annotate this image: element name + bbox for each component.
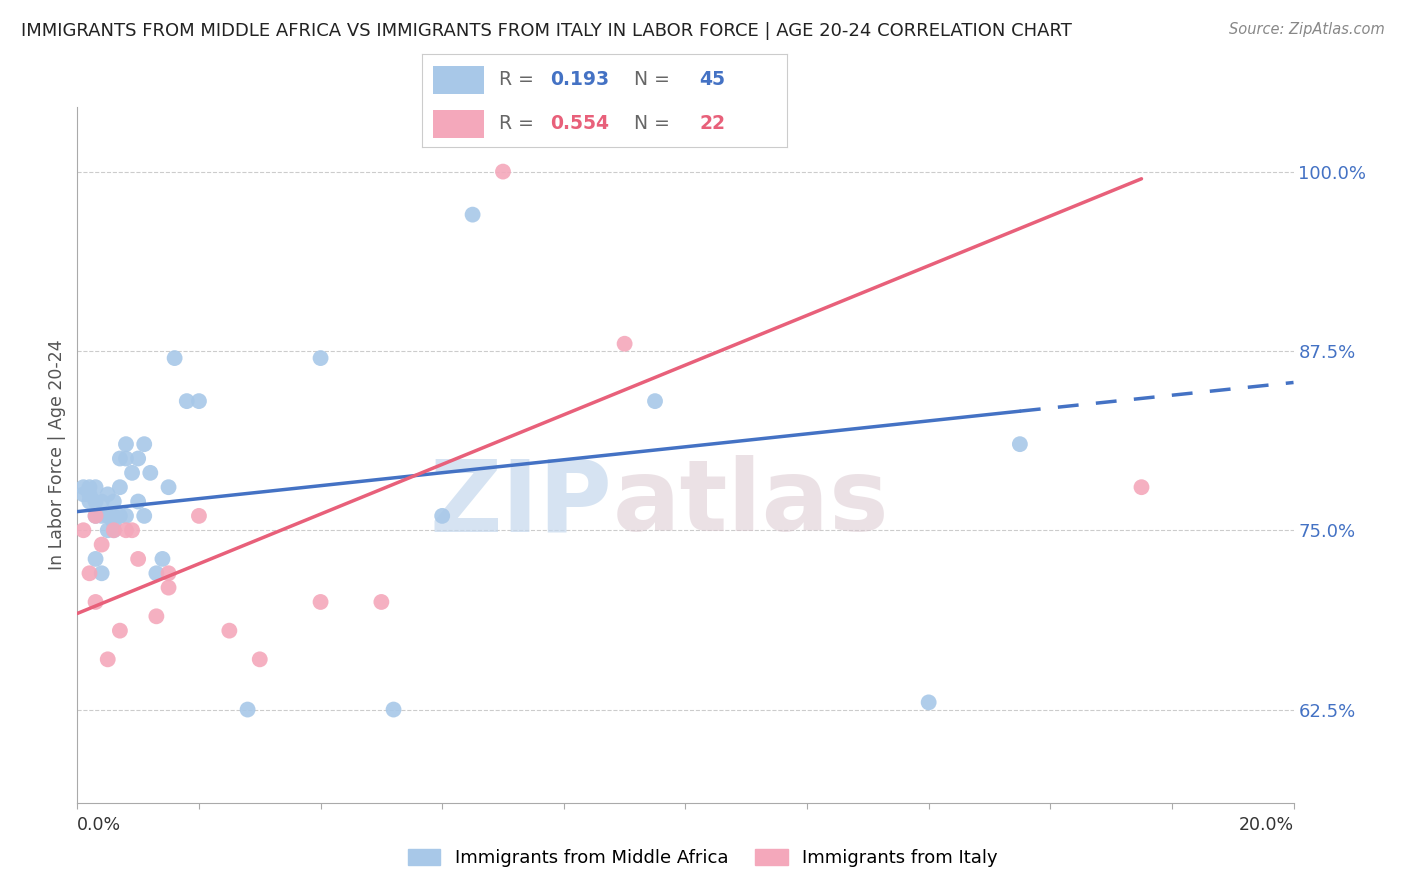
Point xyxy=(103,516,125,530)
Point xyxy=(115,437,138,451)
Point xyxy=(84,480,107,494)
Point xyxy=(127,552,149,566)
Point xyxy=(157,480,180,494)
Point xyxy=(218,624,240,638)
Bar xyxy=(433,66,484,94)
Point xyxy=(72,487,94,501)
Point xyxy=(90,566,112,581)
Point xyxy=(461,208,484,222)
Point xyxy=(103,494,125,508)
Point xyxy=(103,523,125,537)
Text: ZIP: ZIP xyxy=(430,455,613,552)
Point xyxy=(108,508,131,523)
Point xyxy=(121,523,143,537)
Point xyxy=(370,595,392,609)
Point xyxy=(188,508,211,523)
Point xyxy=(79,487,101,501)
Point xyxy=(108,480,131,494)
Bar xyxy=(433,110,484,138)
Point xyxy=(97,652,120,666)
Point xyxy=(145,566,167,581)
Point xyxy=(108,624,131,638)
Point xyxy=(157,581,180,595)
Y-axis label: In Labor Force | Age 20-24: In Labor Force | Age 20-24 xyxy=(48,340,66,570)
Point xyxy=(115,451,138,466)
Point xyxy=(492,164,515,178)
Point xyxy=(176,394,198,409)
Text: 45: 45 xyxy=(700,70,725,89)
Point xyxy=(613,336,636,351)
Point xyxy=(188,394,211,409)
Point xyxy=(152,552,174,566)
Point xyxy=(249,652,271,666)
Point xyxy=(72,523,94,537)
Point xyxy=(97,523,120,537)
Point xyxy=(115,508,138,523)
Point xyxy=(103,523,125,537)
Point xyxy=(84,494,107,508)
Text: 22: 22 xyxy=(700,114,725,133)
Point xyxy=(90,538,112,552)
Point xyxy=(1008,437,1031,451)
Point xyxy=(134,508,156,523)
Point xyxy=(430,508,453,523)
Point xyxy=(134,437,156,451)
Point xyxy=(644,394,666,409)
Text: Source: ZipAtlas.com: Source: ZipAtlas.com xyxy=(1229,22,1385,37)
Point xyxy=(84,552,107,566)
Point xyxy=(145,609,167,624)
Point xyxy=(84,508,107,523)
Text: R =: R = xyxy=(499,70,540,89)
Text: 20.0%: 20.0% xyxy=(1239,816,1294,834)
Point xyxy=(157,566,180,581)
Point xyxy=(1130,480,1153,494)
Point xyxy=(84,595,107,609)
Point xyxy=(309,595,332,609)
Point xyxy=(79,480,101,494)
Point xyxy=(90,508,112,523)
Point xyxy=(121,466,143,480)
Text: 0.554: 0.554 xyxy=(550,114,609,133)
Point xyxy=(382,702,405,716)
Text: 0.193: 0.193 xyxy=(550,70,609,89)
Point xyxy=(115,523,138,537)
Text: 0.0%: 0.0% xyxy=(77,816,121,834)
Point xyxy=(309,351,332,365)
Text: N =: N = xyxy=(634,114,676,133)
Point xyxy=(918,695,941,709)
Point xyxy=(84,508,107,523)
Point xyxy=(139,466,162,480)
Text: IMMIGRANTS FROM MIDDLE AFRICA VS IMMIGRANTS FROM ITALY IN LABOR FORCE | AGE 20-2: IMMIGRANTS FROM MIDDLE AFRICA VS IMMIGRA… xyxy=(21,22,1071,40)
Point xyxy=(90,494,112,508)
Legend: Immigrants from Middle Africa, Immigrants from Italy: Immigrants from Middle Africa, Immigrant… xyxy=(401,841,1005,874)
Text: R =: R = xyxy=(499,114,540,133)
Point xyxy=(127,494,149,508)
Point xyxy=(97,508,120,523)
Point xyxy=(72,480,94,494)
Text: N =: N = xyxy=(634,70,676,89)
Point xyxy=(108,451,131,466)
Point xyxy=(127,451,149,466)
Point xyxy=(97,487,120,501)
Point xyxy=(103,508,125,523)
Point xyxy=(236,702,259,716)
Text: atlas: atlas xyxy=(613,455,889,552)
Point xyxy=(163,351,186,365)
Point xyxy=(79,566,101,581)
Point xyxy=(79,494,101,508)
